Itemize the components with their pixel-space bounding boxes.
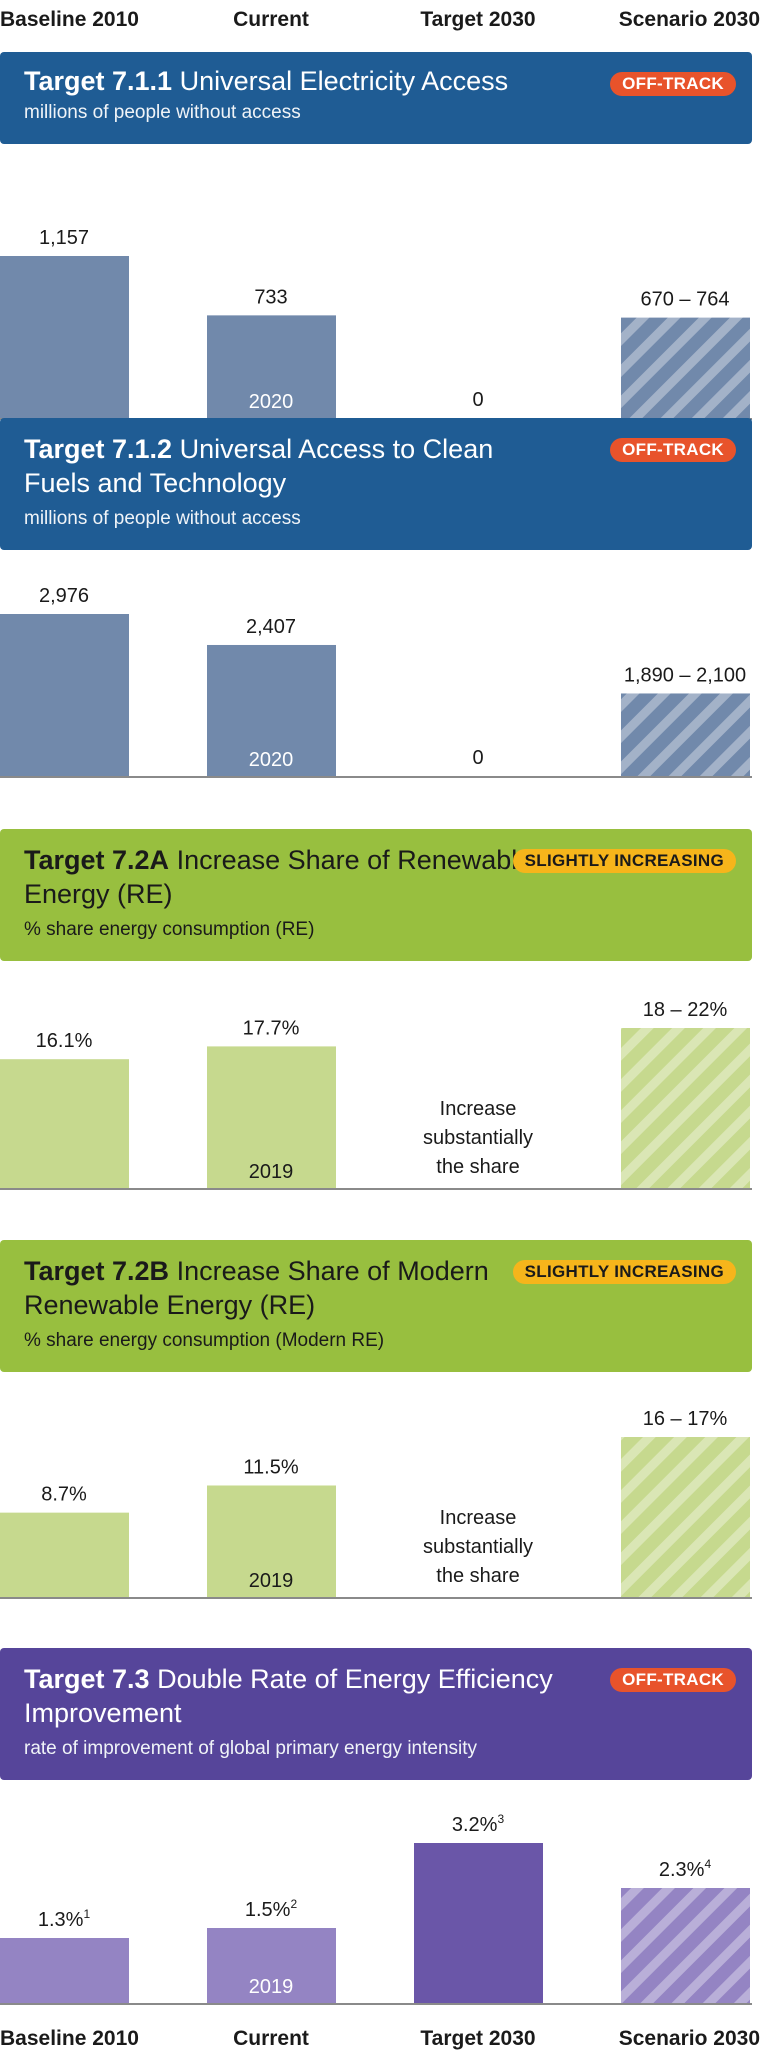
bar-0 [0, 256, 129, 418]
footnote-mark: 1 [83, 1907, 90, 1921]
column-header-target: Target 2030 [420, 8, 536, 31]
chart-target-7-2a: 16.1% 17.7% 2019 Increase substantially the s… [0, 999, 752, 1190]
target-code: Target 7.2B [24, 1256, 170, 1286]
panel-title: Target 7.1.2 Universal Access to Clean F… [24, 432, 554, 500]
panel-banner: Target 7.1.1 Universal Electricity Acces… [0, 52, 752, 144]
bar-3 [621, 317, 750, 418]
target-annotation: Increase [440, 1098, 517, 1120]
value-label: 0 [472, 747, 483, 769]
bar-3 [621, 1028, 750, 1188]
bar-3 [621, 1888, 750, 2003]
target-title: Universal Electricity Access [179, 66, 509, 96]
panel-subtitle: % share energy consumption (RE) [24, 919, 315, 940]
column-header-scenario: Scenario 2030 [618, 8, 760, 31]
year-label: 2019 [249, 1161, 294, 1183]
value-label: 16.1% [36, 1030, 93, 1052]
bar-1 [207, 644, 336, 776]
chart-target-7-2b: 8.7% 11.5% 2019 Increase substantially the sh… [0, 1408, 752, 1599]
panel-title: Target 7.1.1 Universal Electricity Acces… [24, 64, 554, 98]
value-label: 17.7% [243, 1017, 300, 1039]
value-label: 0 [472, 389, 483, 411]
value-label: 733 [254, 286, 287, 308]
bar-1 [207, 315, 336, 418]
target-title: Increase Share of Renewable Energy (RE) [24, 845, 533, 909]
value-label: 2,976 [39, 585, 89, 607]
panel-banner: Target 7.3 Double Rate of Energy Efficie… [0, 1648, 752, 1780]
footnote-mark: 2 [290, 1897, 297, 1911]
status-badge: SLIGHTLY INCREASING [512, 849, 736, 873]
footnote-mark: 4 [704, 1857, 711, 1871]
target-annotation: the share [436, 1156, 519, 1178]
value-label: 1.3%1 [38, 1907, 91, 1931]
bar-3 [621, 693, 750, 776]
status-badge: OFF-TRACK [610, 1668, 736, 1692]
target-code: Target 7.3 [24, 1664, 150, 1694]
panel-banner: Target 7.2B Increase Share of Modern Ren… [0, 1240, 752, 1372]
column-header-current: Current [233, 2027, 309, 2050]
target-annotation: substantially [423, 1127, 533, 1149]
bar-2 [414, 1843, 543, 2003]
status-badge: SLIGHTLY INCREASING [512, 1260, 736, 1284]
target-title: Double Rate of Energy Efficiency Improve… [24, 1664, 553, 1728]
target-title: Universal Access to Clean Fuels and Tech… [24, 434, 494, 498]
panel-banner: Target 7.2A Increase Share of Renewable … [0, 829, 752, 961]
chart-target-7-1-1: 1,157 733 2020 0 670 – 764 [0, 227, 752, 420]
column-header-baseline: Baseline 2010 [0, 8, 139, 31]
value-label: 670 – 764 [641, 289, 730, 311]
value-label: 3.2%3 [452, 1812, 505, 1836]
status-badge: OFF-TRACK [610, 72, 736, 96]
year-label: 2019 [249, 1976, 294, 1998]
bar-1 [207, 1485, 336, 1597]
value-label: 1.5%2 [245, 1897, 298, 1921]
bar-0 [0, 614, 129, 776]
value-label: 11.5% [243, 1456, 298, 1478]
year-label: 2020 [249, 749, 294, 771]
bar-0 [0, 1059, 129, 1188]
value-label: 1,157 [39, 227, 89, 249]
column-headers-top: Baseline 2010 Current Target 2030 Scenar… [0, 0, 760, 40]
panel-subtitle: millions of people without access [24, 508, 301, 529]
target-annotation: Increase [440, 1507, 517, 1529]
year-label: 2019 [249, 1570, 294, 1592]
column-header-current: Current [233, 8, 309, 31]
column-header-target: Target 2030 [420, 2027, 536, 2050]
value-label: 8.7% [41, 1484, 87, 1506]
target-annotation: substantially [423, 1536, 533, 1558]
bar-0 [0, 1512, 129, 1597]
target-code: Target 7.1.2 [24, 434, 173, 464]
panel-subtitle: rate of improvement of global primary en… [24, 1738, 478, 1759]
value-label: 18 – 22% [643, 999, 728, 1021]
bar-0 [0, 1938, 129, 2003]
footnote-mark: 3 [497, 1812, 504, 1826]
column-header-baseline: Baseline 2010 [0, 2027, 139, 2050]
column-header-scenario: Scenario 2030 [618, 2027, 760, 2050]
column-headers-bottom: Baseline 2010 Current Target 2030 Scenar… [0, 2019, 760, 2059]
panel-subtitle: millions of people without access [24, 102, 301, 123]
target-code: Target 7.1.1 [24, 66, 173, 96]
chart-target-7-1-2: 2,976 2,407 2020 0 1,890 – 2,100 [0, 585, 752, 778]
panel-banner: Target 7.1.2 Universal Access to Clean F… [0, 418, 752, 550]
panel-subtitle: % share energy consumption (Modern RE) [24, 1330, 385, 1351]
year-label: 2020 [249, 391, 294, 413]
chart-target-7-3: 1.3%1 1.5%2 2019 3.2%3 2.3%4 [0, 1812, 752, 2005]
panel-title: Target 7.3 Double Rate of Energy Efficie… [24, 1662, 554, 1730]
status-badge: OFF-TRACK [610, 438, 736, 462]
target-title: Increase Share of Modern Renewable Energ… [24, 1256, 489, 1320]
bar-1 [207, 1046, 336, 1188]
target-annotation: the share [436, 1565, 519, 1587]
panel-title: Target 7.2B Increase Share of Modern Ren… [24, 1254, 554, 1322]
value-label: 16 – 17% [643, 1408, 728, 1430]
value-label: 1,890 – 2,100 [624, 664, 746, 686]
value-label: 2.3%4 [659, 1857, 712, 1881]
target-code: Target 7.2A [24, 845, 170, 875]
value-label: 2,407 [246, 616, 296, 638]
bar-1 [207, 1928, 336, 2003]
bar-3 [621, 1437, 750, 1597]
panel-title: Target 7.2A Increase Share of Renewable … [24, 843, 554, 911]
